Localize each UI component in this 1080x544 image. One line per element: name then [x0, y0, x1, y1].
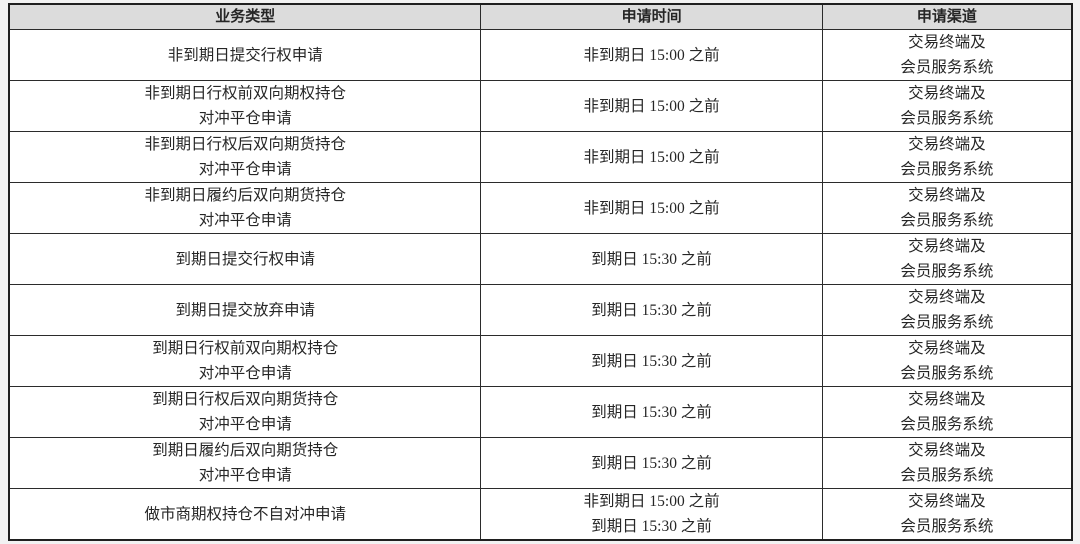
business-type-line: 到期日履约后双向期货持仓 [152, 442, 339, 459]
business-type-line: 对冲平仓申请 [198, 161, 292, 178]
apply-time-line: 到期日 15:30 之前 [591, 352, 712, 370]
business-type-line: 非到期日行权后双向期货持仓 [144, 136, 346, 153]
apply-channel-line: 交易终端及 [908, 340, 986, 357]
apply-channel-line: 交易终端及 [908, 391, 986, 408]
apply-time-line: 非到期日 15:00 之前 [583, 493, 720, 510]
apply-time-cell: 非到期日 15:00 之前 [480, 29, 823, 81]
apply-time-cell: 非到期日 15:00 之前 到期日 15:30 之前 [480, 488, 823, 541]
business-type-cell: 到期日提交放弃申请 [8, 284, 482, 336]
apply-time-line: 到期日 15:30 之前 [591, 518, 712, 535]
table-row: 非到期日提交行权申请 非到期日 15:00 之前 交易终端及会员服务系统 [8, 29, 1073, 81]
apply-channel-cell: 交易终端及会员服务系统 [821, 488, 1073, 541]
apply-time-line: 非到期日 15:00 之前 [583, 97, 720, 115]
business-type-cell: 非到期日履约后双向期货持仓 对冲平仓申请 [8, 182, 482, 234]
apply-channel-line: 会员服务系统 [900, 416, 994, 433]
business-type-line: 非到期日提交行权申请 [167, 46, 323, 64]
apply-time-cell: 到期日 15:30 之前 [480, 284, 823, 336]
table-row: 非到期日履约后双向期货持仓 对冲平仓申请 非到期日 15:00 之前 交易终端及会员服… [8, 182, 1073, 234]
business-type-line: 到期日行权前双向期权持仓 [152, 340, 339, 357]
apply-channel-line: 会员服务系统 [900, 314, 994, 331]
apply-time-cell: 非到期日 15:00 之前 [480, 182, 823, 234]
table-row: 到期日履约后双向期货持仓 对冲平仓申请 到期日 15:30 之前 交易终端及会员服务系… [8, 437, 1073, 489]
table-row: 做市商期权持仓不自对冲申请 非到期日 15:00 之前 到期日 15:30 之前 交易… [8, 488, 1073, 541]
apply-channel-cell: 交易终端及会员服务系统 [821, 80, 1073, 132]
apply-channel-cell: 交易终端及会员服务系统 [821, 233, 1073, 285]
apply-channel-line: 会员服务系统 [900, 59, 994, 76]
business-type-cell: 非到期日提交行权申请 [8, 29, 482, 81]
apply-channel-cell: 交易终端及会员服务系统 [821, 335, 1073, 387]
business-type-cell: 非到期日行权前双向期权持仓 对冲平仓申请 [8, 80, 482, 132]
apply-time-line: 非到期日 15:00 之前 [583, 148, 720, 166]
apply-channel-line: 交易终端及 [908, 187, 986, 204]
table-row: 到期日提交行权申请 到期日 15:30 之前 交易终端及会员服务系统 [8, 233, 1073, 285]
apply-time-line: 到期日 15:30 之前 [591, 454, 712, 472]
apply-channel-line: 会员服务系统 [900, 365, 994, 382]
table-body: 非到期日提交行权申请 非到期日 15:00 之前 交易终端及 会员服务系统 非到期日行权… [8, 29, 1073, 541]
apply-channel-cell: 交易终端及会员服务系统 [821, 437, 1073, 489]
apply-channel-cell: 交易终端及会员服务系统 [821, 386, 1073, 438]
apply-time-cell: 到期日 15:30 之前 [480, 233, 823, 285]
apply-time-cell: 非到期日 15:00 之前 [480, 131, 823, 183]
apply-channel-cell: 交易终端及会员服务系统 [821, 182, 1073, 234]
business-type-cell: 做市商期权持仓不自对冲申请 [8, 488, 482, 541]
business-type-line: 对冲平仓申请 [198, 212, 292, 229]
business-type-line: 做市商期权持仓不自对冲申请 [144, 505, 346, 523]
business-type-line: 到期日行权后双向期货持仓 [152, 391, 339, 408]
apply-channel-line: 交易终端及 [908, 289, 986, 306]
business-type-line: 对冲平仓申请 [198, 467, 292, 484]
apply-time-cell: 到期日 15:30 之前 [480, 386, 823, 438]
apply-channel-line: 交易终端及 [908, 85, 986, 102]
table-row: 到期日提交放弃申请 到期日 15:30 之前 交易终端及会员服务系统 [8, 284, 1073, 336]
business-type-line: 非到期日履约后双向期货持仓 [144, 187, 346, 204]
table-header: 业务类型 申请时间 申请渠道 [8, 3, 1073, 30]
apply-time-cell: 到期日 15:30 之前 [480, 437, 823, 489]
table-row: 非到期日行权后双向期货持仓 对冲平仓申请 非到期日 15:00 之前 交易终端及会员服… [8, 131, 1073, 183]
business-type-line: 到期日提交行权申请 [175, 250, 315, 268]
business-type-line: 对冲平仓申请 [198, 416, 292, 433]
apply-channel-line: 会员服务系统 [900, 518, 994, 535]
apply-time-line: 到期日 15:30 之前 [591, 301, 712, 319]
header-apply-channel: 申请渠道 [821, 3, 1073, 30]
apply-time-cell: 到期日 15:30 之前 [480, 335, 823, 387]
business-table-container: 业务类型 申请时间 申请渠道 非到期日提交行权申请 非到期日 15:00 之前 交易… [8, 3, 1073, 541]
apply-time-line: 非到期日 15:00 之前 [583, 46, 720, 64]
apply-time-line: 非到期日 15:00 之前 [583, 199, 720, 217]
apply-channel-cell: 交易终端及会员服务系统 [821, 131, 1073, 183]
table-row: 非到期日行权前双向期权持仓 对冲平仓申请 非到期日 15:00 之前 交易终端及会员服… [8, 80, 1073, 132]
business-type-cell: 到期日行权后双向期货持仓 对冲平仓申请 [8, 386, 482, 438]
apply-channel-line: 交易终端及 [908, 493, 986, 510]
apply-time-cell: 非到期日 15:00 之前 [480, 80, 823, 132]
apply-channel-line: 会员服务系统 [900, 161, 994, 178]
apply-channel-line: 会员服务系统 [900, 467, 994, 484]
apply-channel-line: 会员服务系统 [900, 263, 994, 280]
table-row: 到期日行权前双向期权持仓 对冲平仓申请 到期日 15:30 之前 交易终端及会员服务系… [8, 335, 1073, 387]
business-type-line: 到期日提交放弃申请 [175, 301, 315, 319]
header-apply-time: 申请时间 [480, 3, 823, 30]
business-type-cell: 到期日行权前双向期权持仓 对冲平仓申请 [8, 335, 482, 387]
options-business-table: 业务类型 申请时间 申请渠道 非到期日提交行权申请 非到期日 15:00 之前 交易… [8, 3, 1073, 541]
business-type-cell: 到期日履约后双向期货持仓 对冲平仓申请 [8, 437, 482, 489]
header-row: 业务类型 申请时间 申请渠道 [8, 3, 1073, 30]
apply-channel-line: 交易终端及 [908, 34, 986, 51]
apply-channel-line: 交易终端及 [908, 238, 986, 255]
apply-channel-line: 交易终端及 [908, 136, 986, 153]
apply-channel-line: 交易终端及 [908, 442, 986, 459]
business-type-cell: 到期日提交行权申请 [8, 233, 482, 285]
table-row: 到期日行权后双向期货持仓 对冲平仓申请 到期日 15:30 之前 交易终端及会员服务系… [8, 386, 1073, 438]
apply-time-line: 到期日 15:30 之前 [591, 250, 712, 268]
business-type-line: 对冲平仓申请 [198, 110, 292, 127]
apply-channel-cell: 交易终端及会员服务系统 [821, 29, 1073, 81]
business-type-cell: 非到期日行权后双向期货持仓 对冲平仓申请 [8, 131, 482, 183]
business-type-line: 对冲平仓申请 [198, 365, 292, 382]
header-business-type: 业务类型 [8, 3, 482, 30]
apply-channel-line: 会员服务系统 [900, 110, 994, 127]
apply-channel-line: 会员服务系统 [900, 212, 994, 229]
business-type-line: 非到期日行权前双向期权持仓 [144, 85, 346, 102]
apply-time-line: 到期日 15:30 之前 [591, 403, 712, 421]
apply-channel-cell: 交易终端及会员服务系统 [821, 284, 1073, 336]
